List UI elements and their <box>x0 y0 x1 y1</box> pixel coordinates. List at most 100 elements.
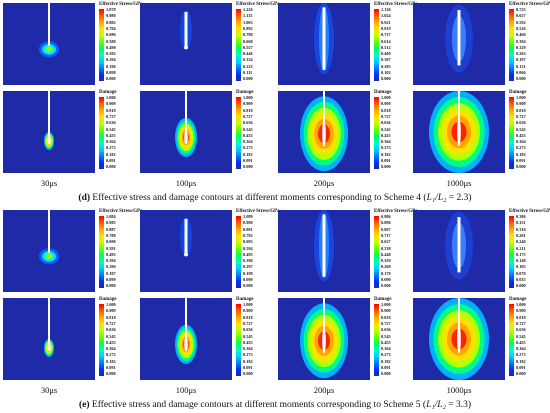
colorbar-tick-label: 0.066 <box>516 70 526 75</box>
colorbar-tick-label: 0.788 <box>106 232 116 238</box>
colorbar-tick-label: 0.717 <box>381 32 391 38</box>
colorbar-tick-label: 1.000 <box>106 95 116 100</box>
colorbar-tick-label: 0.359 <box>381 258 391 264</box>
colorbar-tick-label: 0.495 <box>243 251 253 257</box>
colorbar-tick-label: 0.296 <box>106 264 116 270</box>
colorbar-tick-label: 0.455 <box>243 132 253 138</box>
colorbar-tick-label: 0.316 <box>516 226 526 232</box>
time-label: 200μs <box>313 385 335 395</box>
colorbar-tick-label: 0.818 <box>381 314 391 320</box>
colorbar-ticks: 0.386 0.351 0.316 0.281 0.246 0.211 0.175 0.140… <box>516 214 538 291</box>
colorbar-tick-label: 0.896 <box>381 220 391 226</box>
colorbar-tick-label: 1.024 <box>381 13 391 19</box>
colorbar-ticks: 1.000 0.909 0.818 0.727 0.636 0.545 0.455 0.364… <box>516 302 538 379</box>
time-label: 100μs <box>175 178 197 188</box>
colorbar <box>99 9 104 81</box>
colorbar-tick-label: 0.394 <box>516 38 526 44</box>
colorbar-tick-label: 0.364 <box>106 346 116 352</box>
colorbar <box>374 216 379 288</box>
colorbar-tick-label: 0.455 <box>106 339 116 345</box>
colorbar <box>236 9 241 81</box>
colorbar-title: Effective Stress/GPa <box>509 2 550 7</box>
colorbar-tick-label: 1.000 <box>516 95 526 100</box>
time-label: 30μs <box>40 385 58 395</box>
colorbar-tick-label: 0.099 <box>243 277 253 282</box>
colorbar-tick-label: 0.000 <box>381 76 391 82</box>
colorbar-tick-label: 0.182 <box>243 151 253 157</box>
colorbar-tick-label: 0.526 <box>516 25 526 31</box>
colorbar-tick-label: 0.780 <box>243 32 253 38</box>
colorbar-ticks: 1.000 0.909 0.818 0.727 0.636 0.545 0.455 0.364… <box>381 95 403 172</box>
colorbar-tick-label: 0.131 <box>516 63 526 69</box>
colorbar-tick-label: 0.614 <box>381 38 391 44</box>
colorbar-tick-label: 0.909 <box>106 308 116 314</box>
colorbar-tick-label: 0.986 <box>381 214 391 219</box>
colorbar-tick-label: 0.334 <box>243 57 253 63</box>
colorbar-tick-label: 0.273 <box>516 352 526 358</box>
figure_e-stress-contour-3 <box>413 210 505 292</box>
colorbar-tick-label: 0.307 <box>381 57 391 63</box>
colorbar-tick-label: 0.545 <box>106 333 116 339</box>
caption-value: = 3.3) <box>445 400 472 410</box>
colorbar-tick-label: 0.000 <box>243 164 253 170</box>
colorbar-tick-label: 0.909 <box>381 101 391 107</box>
figure_d-damage-contour-2 <box>278 91 370 173</box>
colorbar-title: Effective Stress/GPa <box>236 209 280 214</box>
figure_e-stress-contour-1 <box>140 210 232 292</box>
figure_d-caption: (d) Effective stress and damage contours… <box>0 193 550 203</box>
colorbar-tick-label: 0.140 <box>516 258 526 264</box>
colorbar-tick-label: 0.364 <box>243 346 253 352</box>
colorbar-tick-label: 0.091 <box>106 365 116 370</box>
colorbar-tick-label: 0.909 <box>106 101 116 107</box>
colorbar-tick-label: 0.000 <box>106 76 116 82</box>
colorbar-tick-label: 0.175 <box>516 251 526 257</box>
colorbar-ticks: 1.126 1.024 0.921 0.819 0.717 0.614 0.512 0.409… <box>381 7 403 84</box>
colorbar-tick-label: 0.882 <box>106 19 116 25</box>
colorbar-tick-label: 0.455 <box>243 339 253 345</box>
colorbar-tick-label: 0.792 <box>243 232 253 238</box>
colorbar-tick-label: 1.115 <box>243 13 253 19</box>
colorbar-title: Effective Stress/GPa <box>374 209 418 214</box>
colorbar-tick-label: 1.078 <box>106 7 116 12</box>
colorbar-tick-label: 0.182 <box>106 358 116 364</box>
colorbar-tick-label: 0.727 <box>381 113 391 119</box>
colorbar-tick-label: 0.588 <box>106 38 116 44</box>
colorbar-tick-label: 0.211 <box>516 245 526 251</box>
colorbar-title: Damage <box>99 90 117 95</box>
time-label: 30μs <box>40 178 58 188</box>
colorbar-tick-label: 1.084 <box>106 214 116 219</box>
colorbar-tick-label: 0.657 <box>516 13 526 19</box>
colorbar <box>509 304 514 376</box>
colorbar-ticks: 1.000 0.909 0.818 0.727 0.636 0.545 0.455 0.364… <box>516 95 538 172</box>
colorbar <box>374 97 379 169</box>
colorbar-tick-label: 0.818 <box>243 107 253 113</box>
colorbar-tick-label: 0.717 <box>381 232 391 238</box>
colorbar-title: Effective Stress/GPa <box>236 2 280 7</box>
colorbar-tick-label: 1.000 <box>381 95 391 100</box>
colorbar-tick-label: 0.000 <box>381 283 391 289</box>
colorbar-tick-label: 0.990 <box>243 220 253 226</box>
colorbar-tick-label: 0.909 <box>243 101 253 107</box>
colorbar-title: Effective Stress/GPa <box>509 209 550 214</box>
time-label: 100μs <box>175 385 197 395</box>
colorbar-tick-label: 0.455 <box>516 132 526 138</box>
colorbar-tick-label: 0.273 <box>243 352 253 358</box>
colorbar-tick-label: 0.538 <box>381 245 391 251</box>
colorbar-tick-label: 0.460 <box>516 32 526 38</box>
colorbar-tick-label: 0.099 <box>106 277 116 282</box>
colorbar-tick-label: 0.273 <box>381 352 391 358</box>
colorbar-tick-label: 0.592 <box>516 19 526 25</box>
colorbar-tick-label: 0.091 <box>516 158 526 163</box>
figure_e-damage-contour-2 <box>278 298 370 380</box>
colorbar-tick-label: 0.892 <box>243 25 253 31</box>
colorbar-tick-label: 0.887 <box>106 226 116 232</box>
colorbar-tick-label: 0.921 <box>381 19 391 25</box>
colorbar-tick-label: 0.182 <box>106 151 116 157</box>
colorbar-tick-label: 0.198 <box>243 270 253 276</box>
colorbar <box>236 97 241 169</box>
colorbar-tick-label: 0.000 <box>381 164 391 170</box>
colorbar-tick-label: 0.818 <box>516 314 526 320</box>
colorbar-tick-label: 0.455 <box>516 339 526 345</box>
colorbar-tick-label: 0.636 <box>516 327 526 333</box>
colorbar-tick-label: 0.273 <box>243 145 253 151</box>
